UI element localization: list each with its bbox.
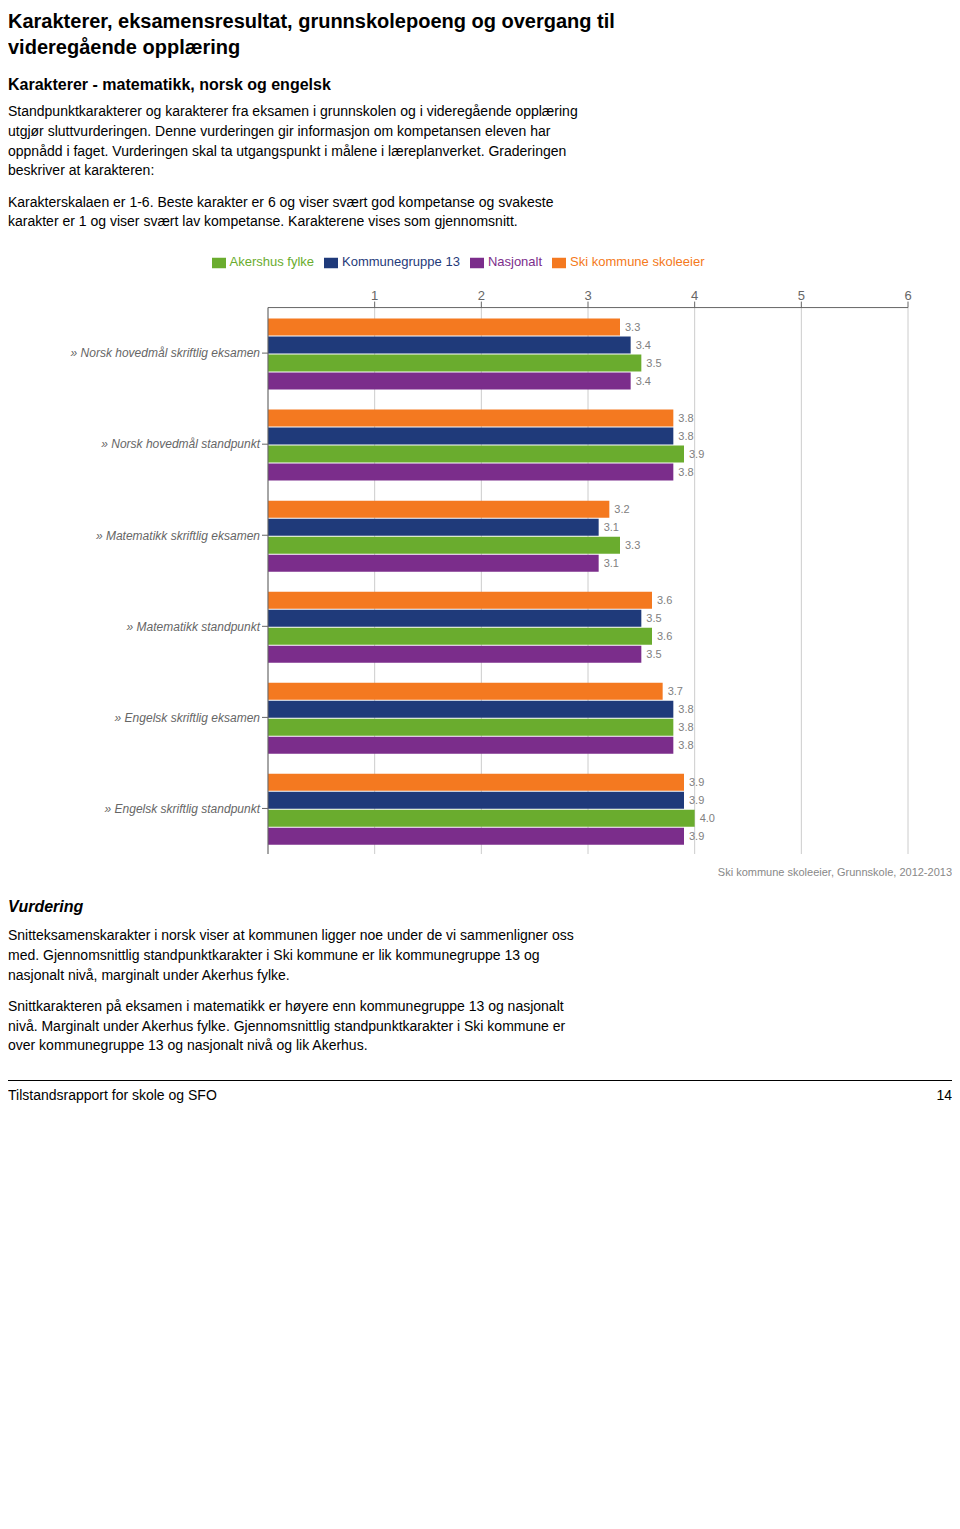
html-text:Ski kommune skoleeier: Ski kommune skoleeier xyxy=(570,254,705,269)
svg-text:3.8: 3.8 xyxy=(678,466,693,478)
svg-text:» Matematikk standpunkt: » Matematikk standpunkt xyxy=(127,620,261,634)
html-text:Standpunktkarakterer og karakt: Standpunktkarakterer og karakterer fra e… xyxy=(8,103,578,179)
svg-text:5: 5 xyxy=(798,288,805,303)
html-text:Snitteksamenskarakter i norsk: Snitteksamenskarakter i norsk viser at k… xyxy=(8,927,574,983)
svg-text:3.2: 3.2 xyxy=(614,503,629,515)
html-text:Karakterskalaen er 1-6. Beste: Karakterskalaen er 1-6. Beste karakter e… xyxy=(8,193,554,230)
svg-text:3: 3 xyxy=(584,288,591,303)
html-text:Karakterer, eksamensresultat,: Karakterer, eksamensresultat, grunnskole… xyxy=(8,10,615,58)
html-text:Tilstandsrapport for skole og: Tilstandsrapport for skole og SFO xyxy=(8,1086,217,1103)
html-text:Ski kommune skoleeier, Grunnsk: Ski kommune skoleeier, Grunnskole, 2012-… xyxy=(717,866,952,878)
svg-text:3.9: 3.9 xyxy=(689,830,704,842)
html-text:Kommunegruppe 13: Kommunegruppe 13 xyxy=(342,254,460,269)
svg-text:3.8: 3.8 xyxy=(678,412,693,424)
svg-text:3.6: 3.6 xyxy=(657,594,672,606)
svg-text:3.8: 3.8 xyxy=(678,430,693,442)
svg-text:3.9: 3.9 xyxy=(689,776,704,788)
svg-text:3.3: 3.3 xyxy=(625,321,640,333)
svg-text:6: 6 xyxy=(904,288,911,303)
svg-text:» Engelsk skriftlig eksamen: » Engelsk skriftlig eksamen xyxy=(115,711,261,725)
html-text:Karakterer - matematikk, norsk: Karakterer - matematikk, norsk og engels… xyxy=(8,76,331,93)
svg-text:1: 1 xyxy=(371,288,378,303)
svg-text:4.0: 4.0 xyxy=(700,812,715,824)
svg-text:3.9: 3.9 xyxy=(689,448,704,460)
svg-text:3.8: 3.8 xyxy=(678,739,693,751)
html-text:Nasjonalt: Nasjonalt xyxy=(487,254,543,269)
svg-text:3.6: 3.6 xyxy=(657,630,672,642)
svg-text:3.5: 3.5 xyxy=(646,612,661,624)
svg-text:2: 2 xyxy=(478,288,485,303)
svg-text:» Norsk hovedmål standpunkt: » Norsk hovedmål standpunkt xyxy=(101,437,260,451)
svg-text:3.8: 3.8 xyxy=(678,721,693,733)
html-text:Snittkarakteren på eksamen i m: Snittkarakteren på eksamen i matematikk … xyxy=(8,998,566,1054)
svg-text:3.5: 3.5 xyxy=(646,648,661,660)
svg-text:3.7: 3.7 xyxy=(668,685,683,697)
svg-text:3.5: 3.5 xyxy=(646,357,661,369)
svg-text:» Engelsk skriftlig standpunkt: » Engelsk skriftlig standpunkt xyxy=(105,802,261,816)
html-text:Akershus fylke: Akershus fylke xyxy=(229,254,315,269)
svg-text:3.8: 3.8 xyxy=(678,703,693,715)
svg-text:3.3: 3.3 xyxy=(625,539,640,551)
svg-text:3.4: 3.4 xyxy=(636,339,651,351)
svg-text:» Norsk hovedmål skriftlig eks: » Norsk hovedmål skriftlig eksamen xyxy=(71,346,261,360)
svg-text:3.1: 3.1 xyxy=(604,557,619,569)
svg-text:4: 4 xyxy=(691,288,698,303)
svg-text:3.9: 3.9 xyxy=(689,794,704,806)
svg-text:» Matematikk skriftlig eksamen: » Matematikk skriftlig eksamen xyxy=(96,528,260,542)
html-text:14: 14 xyxy=(936,1086,952,1103)
svg-text:3.1: 3.1 xyxy=(604,521,619,533)
svg-text:3.4: 3.4 xyxy=(636,375,651,387)
html-text:Vurdering: Vurdering xyxy=(8,898,84,915)
